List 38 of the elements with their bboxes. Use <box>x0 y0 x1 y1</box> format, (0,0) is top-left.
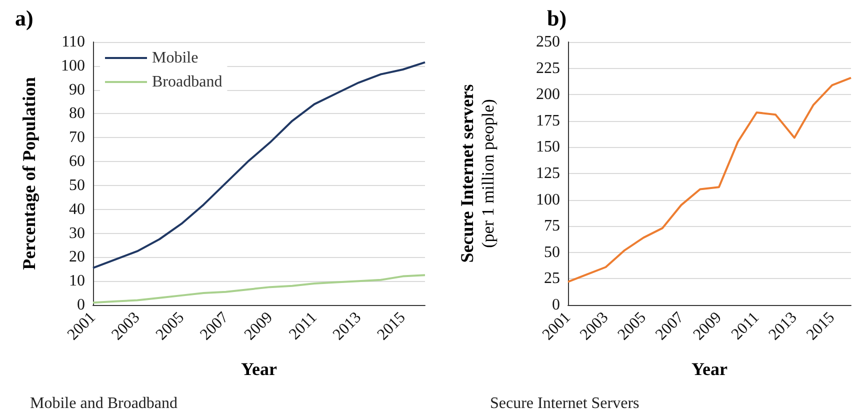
y-tick-label: 225 <box>536 60 560 77</box>
line-series <box>92 61 426 269</box>
y-tick-label: 25 <box>544 270 560 288</box>
y-tick-label: 40 <box>69 200 85 218</box>
line-series <box>567 76 852 283</box>
x-axis-title: Year <box>241 359 277 379</box>
legend-label: Mobile <box>152 50 198 66</box>
y-tick-label: 125 <box>536 165 560 182</box>
y-tick-label: 80 <box>69 105 85 122</box>
chart-title: b) <box>547 6 567 30</box>
x-tick-label: 2011 <box>286 308 320 344</box>
x-tick-label: 2011 <box>728 308 763 344</box>
y-tick-label: 70 <box>69 129 85 146</box>
chart-title: a) <box>15 6 34 30</box>
y-tick-label: 50 <box>69 176 85 194</box>
y-axis-title: Secure Internet servers <box>457 84 477 263</box>
y-tick-label: 30 <box>69 224 85 242</box>
y-tick-label: 75 <box>544 218 560 235</box>
x-axis-title: Year <box>692 359 728 379</box>
y-tick-label: 250 <box>536 34 560 50</box>
y-tick-label: 200 <box>536 86 560 104</box>
text: Secure Internet Servers <box>490 395 640 413</box>
y-tick-label: 50 <box>544 244 560 261</box>
y-tick-label: 0 <box>77 296 85 314</box>
y-tick-label: 100 <box>61 57 85 74</box>
y-tick-label: 20 <box>69 248 85 266</box>
y-tick-label: 100 <box>536 191 560 208</box>
text: Mobile and Broadband <box>30 395 178 413</box>
text: (per 1 million people) <box>478 99 498 248</box>
y-tick-label: 175 <box>536 112 560 130</box>
y-tick-label: 90 <box>69 81 85 98</box>
legend-label: Broadband <box>152 74 222 90</box>
y-tick-label: 60 <box>69 153 85 170</box>
y-axis-title: Percentage of Population <box>19 77 39 270</box>
y-tick-label: 0 <box>552 296 560 314</box>
y-tick-label: 150 <box>536 138 560 156</box>
y-tick-label: 10 <box>69 272 85 290</box>
y-tick-label: 110 <box>62 34 85 50</box>
